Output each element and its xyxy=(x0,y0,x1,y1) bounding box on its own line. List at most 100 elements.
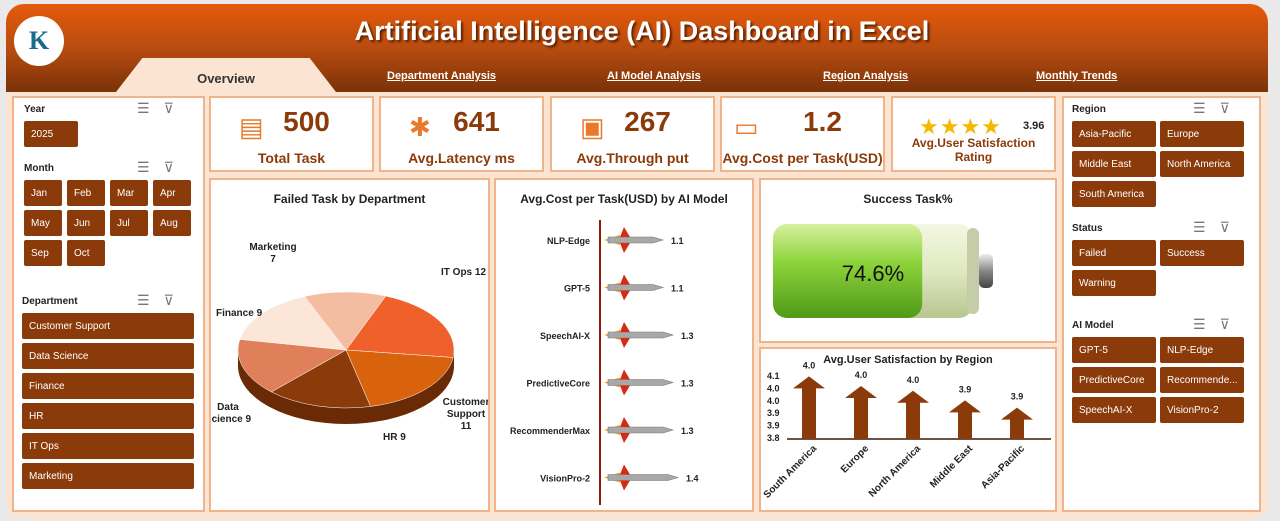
model-axis-label: NLP-Edge xyxy=(547,236,590,246)
ai_model-slicer-item[interactable]: SpeechAI-X xyxy=(1072,397,1156,423)
department-slicer-item[interactable]: HR xyxy=(22,403,194,429)
rocket-data-label: 1.3 xyxy=(681,426,694,436)
left-filter-panel: Year ☰⊽ 2025 Month ☰⊽ Jan Feb Mar Apr May Jun Jul Au… xyxy=(12,96,205,512)
department-slicer-item[interactable]: Marketing xyxy=(22,463,194,489)
rocket-bar xyxy=(604,274,665,301)
department-slicer-item[interactable]: Finance xyxy=(22,373,194,399)
kpi-card: ▤ 500 Total Task xyxy=(209,96,374,172)
satisfaction-by-region-chart: Avg.User Satisfaction by Region 4.1 4.0 4.… xyxy=(759,347,1057,512)
region-slicer-label: Region xyxy=(1072,104,1106,115)
clear-filter-icon[interactable]: ⊽ xyxy=(1219,219,1244,235)
ai_model-slicer-item[interactable]: GPT-5 xyxy=(1072,337,1156,363)
success-percent-label: 74.6% xyxy=(842,261,904,286)
region-slicer-item[interactable]: Asia-Pacific xyxy=(1072,121,1156,147)
y-tick-label: 4.0 xyxy=(767,396,780,406)
kpi-label: Avg.Latency ms xyxy=(408,150,515,166)
department-slicer-item[interactable]: IT Ops xyxy=(22,433,194,459)
status-slicer-item[interactable]: Success xyxy=(1160,240,1244,266)
battery-cap xyxy=(979,254,993,288)
region-axis-label: Asia-Pacific xyxy=(979,443,1027,491)
tab-ai-model-analysis[interactable]: AI Model Analysis xyxy=(607,70,701,82)
clear-filter-icon[interactable]: ⊽ xyxy=(1219,100,1244,116)
model-axis-label: GPT-5 xyxy=(564,284,590,294)
region-axis-label: Europe xyxy=(839,443,871,475)
page-title: Artificial Intelligence (AI) Dashboard i… xyxy=(354,16,930,46)
y-tick-label: 4.0 xyxy=(767,383,780,393)
chart-title: Avg.Cost per Task(USD) by AI Model xyxy=(520,192,728,206)
region-slicer-item[interactable]: Europe xyxy=(1160,121,1244,147)
right-filter-panel: Region ☰⊽ Asia-Pacific Europe Middle East Nor… xyxy=(1062,96,1261,512)
region-data-label: 3.9 xyxy=(959,384,972,394)
clear-filter-icon[interactable]: ⊽ xyxy=(163,100,188,116)
tab-department-analysis[interactable]: Department Analysis xyxy=(387,70,497,82)
ai_model-slicer-item[interactable]: NLP-Edge xyxy=(1160,337,1244,363)
region-arrow-bar xyxy=(949,400,981,439)
pie-data-label: Customer Support 11 xyxy=(443,397,488,432)
chart-title: Failed Task by Department xyxy=(273,192,426,206)
kpi-label: Avg.Through put xyxy=(576,150,689,166)
month-slicer-item[interactable]: Sep xyxy=(24,240,62,266)
status-slicer-item[interactable]: Warning xyxy=(1072,270,1156,296)
tab-region-analysis[interactable]: Region Analysis xyxy=(823,70,909,82)
battery-fill xyxy=(773,224,923,318)
multi-select-icon[interactable]: ☰ xyxy=(137,292,164,308)
kpi-value: 1.2 xyxy=(803,106,842,137)
tab-overview[interactable]: Overview xyxy=(116,58,336,92)
kpi-card: ★★★★ 3.96 Avg.User Satisfaction Rating xyxy=(891,96,1056,172)
department-slicer-item[interactable]: Data Science xyxy=(22,343,194,369)
region-slicer-item[interactable]: North America xyxy=(1160,151,1244,177)
multi-select-icon[interactable]: ☰ xyxy=(1193,219,1220,235)
model-axis-label: PredictiveCore xyxy=(526,379,590,389)
rocket-data-label: 1.3 xyxy=(681,331,694,341)
multi-select-icon[interactable]: ☰ xyxy=(1193,100,1220,116)
multi-select-icon[interactable]: ☰ xyxy=(137,159,164,175)
multi-select-icon[interactable]: ☰ xyxy=(1193,316,1220,332)
y-tick-label: 3.9 xyxy=(767,408,780,418)
clear-filter-icon[interactable]: ⊽ xyxy=(163,159,188,175)
clear-filter-icon[interactable]: ⊽ xyxy=(1219,316,1244,332)
y-tick-label: 3.9 xyxy=(767,421,780,431)
y-tick-label: 4.1 xyxy=(767,371,780,381)
model-axis-label: SpeechAI-X xyxy=(540,331,590,341)
status-slicer-label: Status xyxy=(1072,223,1103,234)
slicer-tools: ☰⊽ xyxy=(137,100,188,117)
kpi-value: 500 xyxy=(283,106,330,137)
department-slicer-item[interactable]: Customer Support xyxy=(22,313,194,339)
rocket-bar xyxy=(604,464,680,491)
kpi-card: ▣ 267 Avg.Through put xyxy=(550,96,715,172)
failed-task-pie-chart: Failed Task by Department IT Ops 12 Custo… xyxy=(209,178,490,512)
ai_model-slicer-item[interactable]: Recommende... xyxy=(1160,367,1244,393)
clear-filter-icon[interactable]: ⊽ xyxy=(163,292,188,308)
month-slicer-item[interactable]: Jul xyxy=(110,210,148,236)
chart-title: Avg.User Satisfaction by Region xyxy=(823,354,993,366)
month-slicer-item[interactable]: Oct xyxy=(67,240,105,266)
region-slicer-item[interactable]: South America xyxy=(1072,181,1156,207)
pie-slice xyxy=(345,349,454,407)
month-slicer-item[interactable]: Mar xyxy=(110,180,148,206)
month-slicer-item[interactable]: Jun xyxy=(67,210,105,236)
ai_model-slicer-item[interactable]: VisionPro-2 xyxy=(1160,397,1244,423)
month-slicer-item[interactable]: Feb xyxy=(67,180,105,206)
month-slicer-item[interactable]: Jan xyxy=(24,180,62,206)
region-axis-label: South America xyxy=(762,443,820,501)
ai_model-slicer-item[interactable]: PredictiveCore xyxy=(1072,367,1156,393)
year-slicer-item[interactable]: 2025 xyxy=(24,121,78,147)
multi-select-icon[interactable]: ☰ xyxy=(137,100,164,116)
region-slicer-item[interactable]: Middle East xyxy=(1072,151,1156,177)
chart-title: Success Task% xyxy=(863,192,953,206)
region-arrow-bar xyxy=(845,386,877,439)
kpi-label: Total Task xyxy=(257,150,326,166)
pie-data-label: Finance 9 xyxy=(216,308,263,319)
year-slicer-label: Year xyxy=(24,104,46,115)
region-data-label: 3.9 xyxy=(1011,392,1024,402)
status-slicer-item[interactable]: Failed xyxy=(1072,240,1156,266)
rocket-bar xyxy=(604,322,675,348)
rating-stars: ★★★★ xyxy=(919,114,1002,139)
logo-text: K xyxy=(28,26,50,55)
month-slicer-item[interactable]: Apr xyxy=(153,180,191,206)
month-slicer-item[interactable]: Aug xyxy=(153,210,191,236)
tab-monthly-trends[interactable]: Monthly Trends xyxy=(1036,70,1118,82)
month-slicer-item[interactable]: May xyxy=(24,210,62,236)
slicer-tools: ☰⊽ xyxy=(1193,100,1244,117)
cost-by-model-chart: Avg.Cost per Task(USD) by AI Model NLP-E… xyxy=(494,178,754,512)
